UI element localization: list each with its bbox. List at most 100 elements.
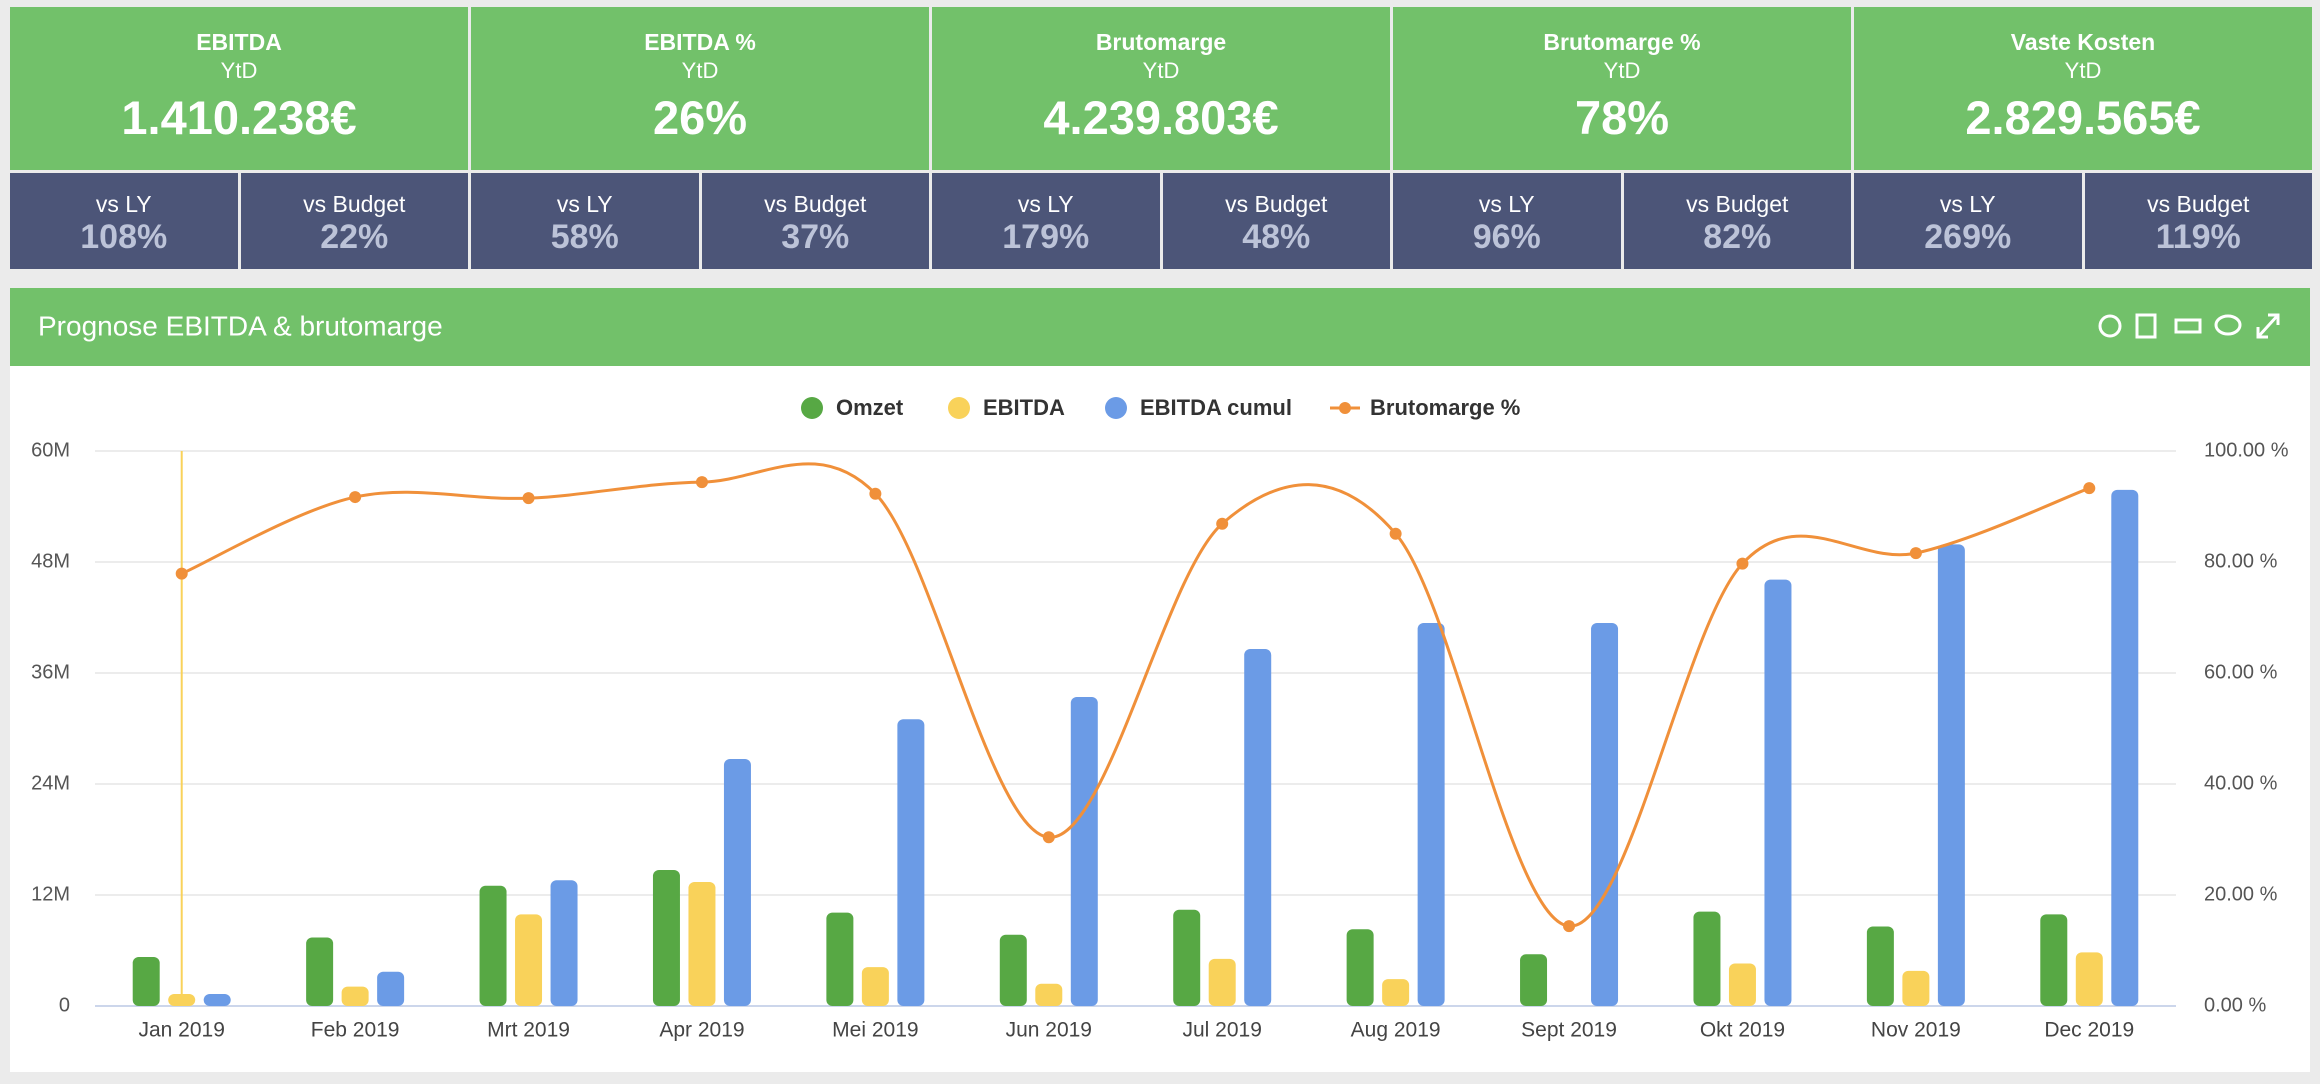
bar: [861, 967, 889, 1006]
print-icon[interactable]: [2174, 318, 2202, 334]
vs-budget-label: vs Budget: [303, 191, 406, 217]
x-tick-label: Sept 2019: [1521, 1019, 1617, 1042]
legend-label: Omzet: [836, 395, 904, 420]
y-tick-label: 48M: [31, 550, 70, 572]
vs-ly: vs LY 58%: [471, 173, 699, 269]
bar: [826, 912, 854, 1006]
chart-panel: Prognose EBITDA & brutomarge 0 12M 24M 36M 4…: [10, 288, 2310, 1072]
kpi-value: 78%: [1574, 91, 1670, 144]
line-point: [1909, 547, 1922, 560]
line-point: [349, 491, 362, 504]
bar: [479, 885, 507, 1006]
kpi-card: EBITDA % YtD 26% vs LY 58% vs Budget 37%: [471, 7, 929, 269]
bar: [132, 956, 160, 1006]
kpi-compare: vs LY 108% vs Budget 22%: [10, 173, 468, 269]
kpi-top: Vaste Kosten YtD 2.829.565€: [1854, 7, 2312, 170]
legend-symbol: [1105, 397, 1127, 419]
vs-budget: vs Budget 48%: [1162, 173, 1390, 269]
vs-ly-label: vs LY: [95, 191, 152, 217]
vs-ly-value: 108%: [80, 218, 168, 256]
refresh-icon[interactable]: [2098, 314, 2122, 338]
kpi-period: YtD: [1603, 58, 1641, 83]
kpi-period: YtD: [681, 58, 719, 83]
bar: [1693, 911, 1721, 1006]
vs-budget: vs Budget 119%: [2084, 173, 2312, 269]
vs-ly-value: 179%: [1002, 218, 1090, 256]
vs-budget-value: 82%: [1703, 218, 1772, 256]
bar: [1937, 544, 1965, 1006]
bar: [1382, 979, 1410, 1006]
bar: [1591, 623, 1619, 1006]
kpi-top: EBITDA % YtD 26%: [471, 7, 929, 170]
vs-ly-value: 58%: [550, 218, 619, 256]
bar: [999, 934, 1027, 1006]
bar: [1035, 983, 1063, 1006]
legend-label: EBITDA: [983, 395, 1065, 420]
x-tick-label: Mrt 2019: [487, 1019, 570, 1042]
kpi-title: Brutomarge %: [1543, 29, 1701, 55]
bar: [2111, 489, 2139, 1007]
x-tick-label: Jul 2019: [1183, 1019, 1262, 1042]
kpi-value: 4.239.803€: [1043, 91, 1279, 144]
kpi-top: EBITDA YtD 1.410.238€: [10, 7, 468, 170]
line-point: [1563, 920, 1576, 933]
bar: [1902, 970, 1930, 1006]
y2-tick-label: 100.00 %: [2204, 439, 2289, 461]
vs-ly: vs LY 108%: [10, 173, 238, 269]
vs-budget: vs Budget 82%: [1623, 173, 1851, 269]
vs-budget-label: vs Budget: [1225, 191, 1328, 217]
x-tick-label: Nov 2019: [1871, 1019, 1961, 1042]
line-point: [1216, 517, 1229, 530]
bar: [1346, 929, 1374, 1006]
kpi-card: Brutomarge YtD 4.239.803€ vs LY 179% vs Budge…: [932, 7, 1390, 269]
vs-budget-value: 119%: [2155, 218, 2241, 256]
kpi-period: YtD: [1142, 58, 1180, 83]
bar: [1764, 579, 1792, 1006]
line-point: [2083, 482, 2096, 495]
vs-budget-value: 48%: [1242, 218, 1311, 256]
line-point: [869, 487, 882, 500]
fullscreen-icon[interactable]: [2256, 313, 2280, 339]
bar: [1070, 697, 1098, 1006]
kpi-title: EBITDA %: [644, 29, 756, 55]
bar: [1244, 648, 1272, 1006]
vs-ly-label: vs LY: [1478, 191, 1535, 217]
vs-ly-value: 96%: [1472, 218, 1541, 256]
vs-budget: vs Budget 37%: [701, 173, 929, 269]
bar: [652, 870, 680, 1006]
bar: [515, 914, 543, 1006]
kpi-compare: vs LY 96% vs Budget 82%: [1393, 173, 1851, 269]
x-tick-label: Jan 2019: [138, 1019, 224, 1042]
kpi-period: YtD: [220, 58, 258, 83]
bar: [2075, 952, 2103, 1006]
panel-bg: [10, 288, 2310, 1072]
vs-ly-label: vs LY: [1017, 191, 1074, 217]
bar: [341, 986, 369, 1006]
x-tick-label: Mei 2019: [832, 1019, 918, 1042]
bar: [1728, 963, 1756, 1006]
bar: [1208, 958, 1236, 1006]
panel-title: Prognose EBITDA & brutomarge: [38, 310, 443, 341]
comment-icon[interactable]: [2214, 314, 2242, 336]
y-tick-label: 24M: [31, 772, 70, 794]
line-point: [175, 567, 188, 580]
legend-label: EBITDA cumul: [1140, 395, 1292, 420]
kpi-title: Brutomarge: [1095, 29, 1227, 55]
vs-ly-label: vs LY: [1939, 191, 1996, 217]
bar: [168, 993, 196, 1006]
x-tick-label: Jun 2019: [1006, 1019, 1092, 1042]
bar: [377, 971, 405, 1006]
bar: [1520, 954, 1548, 1006]
y2-tick-label: 20.00 %: [2204, 883, 2278, 905]
x-tick-label: Feb 2019: [311, 1019, 400, 1042]
kpi-top: Brutomarge % YtD 78%: [1393, 7, 1851, 170]
vs-ly-value: 269%: [1924, 218, 2012, 256]
export-icon[interactable]: [2135, 313, 2157, 339]
vs-budget-value: 37%: [781, 218, 850, 256]
y2-tick-label: 0.00 %: [2204, 994, 2266, 1016]
vs-budget-label: vs Budget: [764, 191, 867, 217]
kpi-title: EBITDA: [196, 29, 282, 55]
line-point: [1042, 831, 1055, 844]
kpi-title: Vaste Kosten: [2010, 29, 2156, 55]
kpi-compare: vs LY 58% vs Budget 37%: [471, 173, 929, 269]
